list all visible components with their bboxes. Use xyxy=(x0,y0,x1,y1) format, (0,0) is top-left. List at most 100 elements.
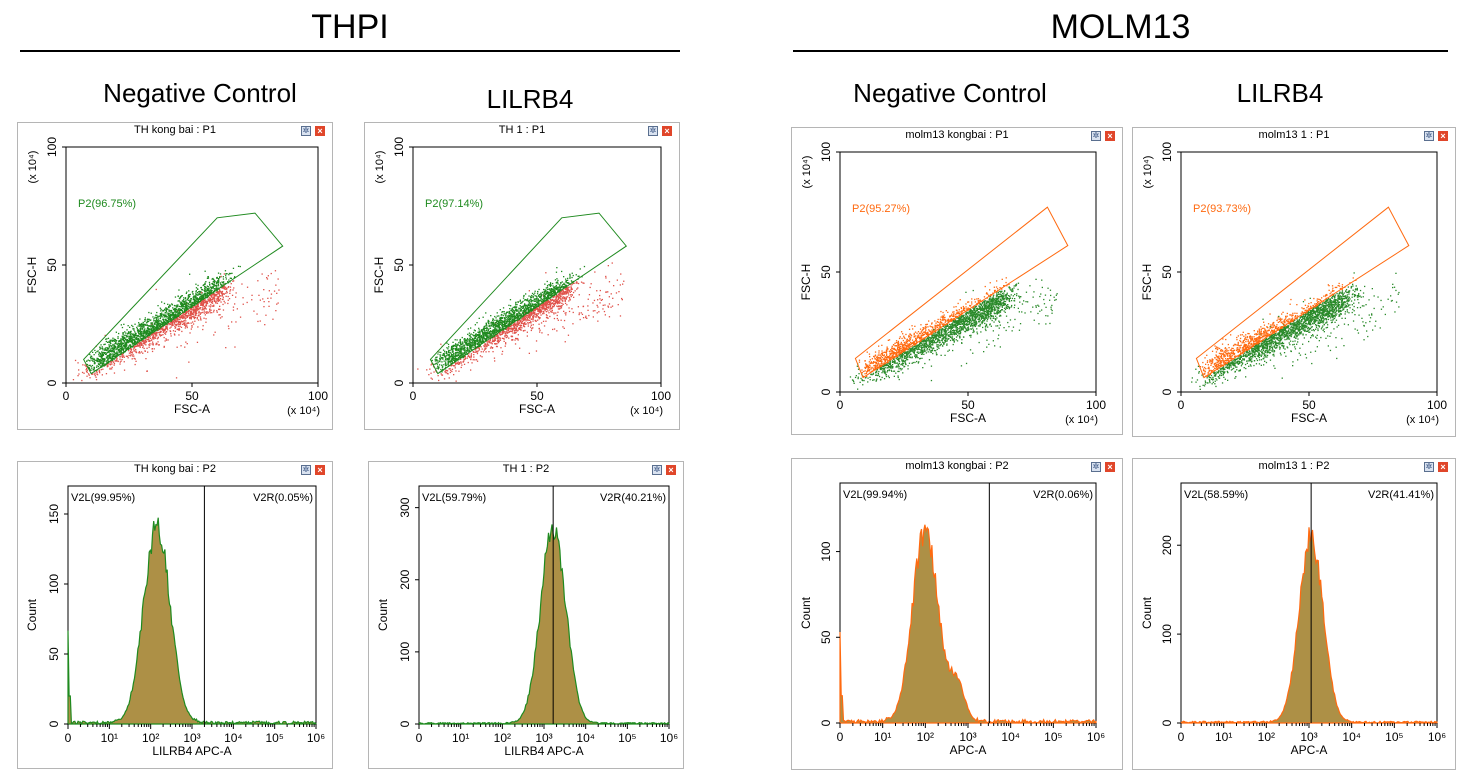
scatter-point xyxy=(529,316,531,318)
scatter-point xyxy=(205,318,207,320)
scatter-point xyxy=(164,308,166,310)
scatter-point xyxy=(179,311,181,313)
scatter-point xyxy=(543,305,545,307)
scatter-point xyxy=(459,348,461,350)
scatter-point xyxy=(214,301,217,303)
scatter-point xyxy=(159,335,162,337)
scatter-point xyxy=(143,333,145,335)
scatter-point xyxy=(208,305,210,307)
scatter-point xyxy=(179,322,182,324)
scatter-point xyxy=(549,303,551,305)
scatter-point xyxy=(505,318,507,320)
scatter-point xyxy=(148,311,150,314)
scatter-point xyxy=(114,352,116,355)
scatter-point xyxy=(481,335,483,338)
scatter-point xyxy=(194,301,196,303)
scatter-point xyxy=(542,301,544,303)
scatter-point xyxy=(523,323,525,325)
scatter-point xyxy=(487,335,489,337)
scatter-point xyxy=(233,280,235,282)
scatter-point xyxy=(126,344,128,346)
scatter-point xyxy=(233,287,235,289)
scatter-point xyxy=(583,282,585,284)
scatter-point xyxy=(216,296,219,298)
scatter-point xyxy=(478,327,480,329)
scatter-point xyxy=(169,323,172,325)
scatter-point xyxy=(115,355,117,357)
scatter-point xyxy=(213,284,215,286)
scatter-point xyxy=(209,299,211,301)
scatter-point xyxy=(548,294,550,296)
scatter-point xyxy=(477,350,479,352)
scatter-point xyxy=(545,316,548,319)
scatter-point xyxy=(553,295,555,297)
scatter-point xyxy=(585,315,587,317)
scatter-point xyxy=(475,333,477,335)
scatter-point xyxy=(105,338,107,340)
scatter-point xyxy=(105,347,107,349)
close-icon[interactable]: × xyxy=(662,126,672,136)
scatter-point xyxy=(184,309,186,311)
scatter-point xyxy=(179,315,181,317)
scatter-point xyxy=(497,324,499,326)
scatter-point xyxy=(551,293,554,295)
gear-icon[interactable]: ✲ xyxy=(301,126,311,136)
scatter-point xyxy=(141,340,144,342)
scatter-point xyxy=(441,361,443,363)
gear-icon[interactable]: ✲ xyxy=(648,126,658,136)
scatter-point xyxy=(553,328,556,330)
scatter-point xyxy=(482,351,484,353)
scatter-point xyxy=(119,356,121,358)
scatter-point xyxy=(452,348,454,350)
scatter-point xyxy=(509,328,511,330)
scatter-point xyxy=(523,306,525,308)
scatter-point xyxy=(146,322,148,324)
scatter-point xyxy=(209,286,211,288)
scatter-point xyxy=(513,315,515,318)
scatter-point xyxy=(98,352,100,354)
scatter-point xyxy=(553,305,555,308)
scatter-point xyxy=(114,347,116,349)
scatter-point xyxy=(198,315,200,317)
scatter-point xyxy=(158,334,161,336)
scatter-point xyxy=(479,355,482,357)
scatter-point xyxy=(546,286,549,288)
scatter-point xyxy=(534,295,536,297)
scatter-point xyxy=(577,287,579,289)
scatter-point xyxy=(208,297,210,299)
scatter-point xyxy=(209,289,211,291)
scatter-point xyxy=(498,323,501,325)
scatter-point xyxy=(148,318,150,320)
scatter-point xyxy=(452,365,455,367)
scatter-point xyxy=(461,353,463,355)
scatter-point xyxy=(200,292,203,294)
scatter-point xyxy=(445,366,447,368)
scatter-point xyxy=(218,308,220,310)
scatter-point xyxy=(226,288,228,290)
scatter-point xyxy=(185,306,187,309)
scatter-point xyxy=(123,323,125,325)
scatter-point xyxy=(457,352,459,354)
scatter-point xyxy=(157,318,160,320)
scatter-point xyxy=(450,365,452,367)
scatter-point xyxy=(542,300,545,302)
scatter-point xyxy=(204,270,206,272)
scatter-point xyxy=(568,300,570,302)
scatter-point xyxy=(166,308,168,310)
scatter-point xyxy=(530,322,532,324)
scatter-point xyxy=(221,295,223,297)
scatter-point xyxy=(117,345,119,348)
scatter-point xyxy=(460,342,462,344)
scatter-point xyxy=(524,329,526,332)
scatter-point xyxy=(534,290,536,292)
scatter-point xyxy=(191,291,193,293)
scatter-point xyxy=(109,341,111,343)
scatter-point xyxy=(505,314,507,316)
scatter-point xyxy=(498,327,501,329)
scatter-point xyxy=(565,280,567,283)
close-icon[interactable]: × xyxy=(315,126,325,136)
scatter-point xyxy=(191,311,193,313)
scatter-point xyxy=(104,364,107,366)
scatter-point xyxy=(532,300,534,302)
scatter-point xyxy=(458,362,461,364)
